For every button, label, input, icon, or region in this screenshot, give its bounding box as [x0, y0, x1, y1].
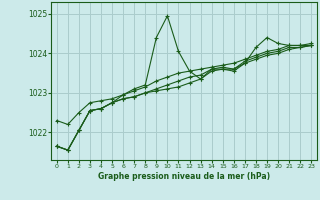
X-axis label: Graphe pression niveau de la mer (hPa): Graphe pression niveau de la mer (hPa) [98, 172, 270, 181]
